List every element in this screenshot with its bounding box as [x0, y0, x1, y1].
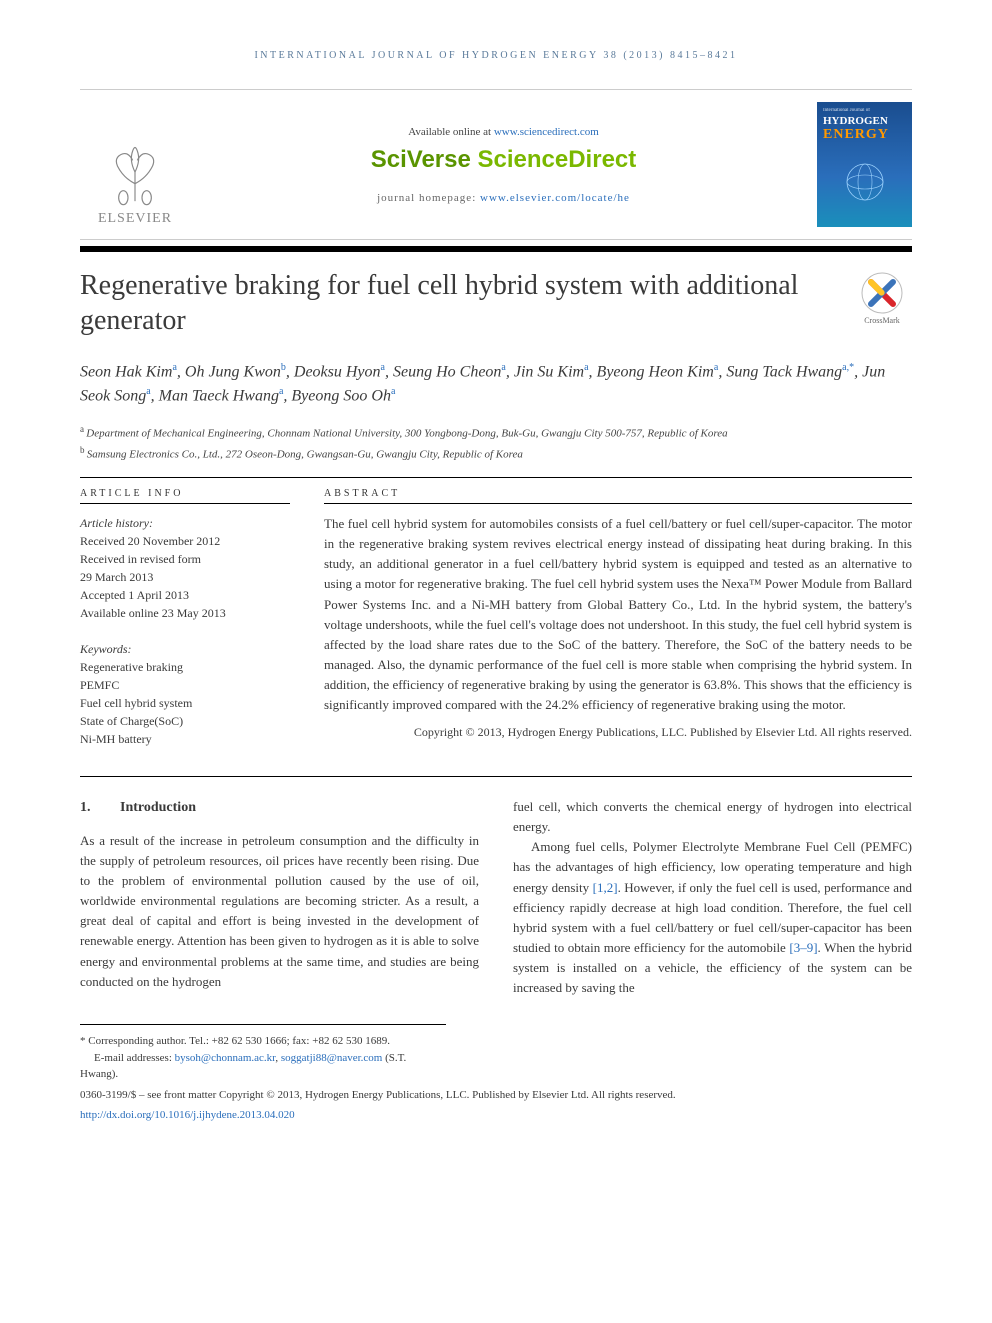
author-affil-sup: a,* — [842, 362, 854, 373]
cover-energy: ENERGY — [823, 127, 906, 143]
article-info-head: ARTICLE INFO — [80, 488, 290, 499]
sciencedirect-link[interactable]: www.sciencedirect.com — [494, 126, 599, 138]
intro-p2: Among fuel cells, Polymer Electrolyte Me… — [513, 837, 912, 998]
section-title: Introduction — [120, 800, 196, 815]
cover-hydrogen: HYDROGEN — [823, 115, 906, 127]
abstract-copyright: Copyright © 2013, Hydrogen Energy Public… — [324, 723, 912, 741]
email-line: E-mail addresses: bysoh@chonnam.ac.kr, s… — [80, 1050, 446, 1083]
ref-link-1-2[interactable]: [1,2] — [593, 880, 618, 895]
journal-cover: International Journal of HYDROGEN ENERGY — [817, 102, 912, 227]
article-title: Regenerative braking for fuel cell hybri… — [80, 268, 832, 338]
section-1-head: 1.Introduction — [80, 797, 479, 819]
email-link-1[interactable]: bysoh@chonnam.ac.kr — [175, 1052, 276, 1064]
abstract-text: The fuel cell hybrid system for automobi… — [324, 514, 912, 715]
info-rule — [80, 503, 290, 504]
author-affil-sup: a — [391, 386, 395, 397]
cover-smallprint: International Journal of — [823, 108, 906, 113]
crossmark-icon — [861, 272, 903, 314]
abstract-head: ABSTRACT — [324, 488, 912, 499]
section-number: 1. — [80, 797, 120, 819]
history-line: 29 March 2013 — [80, 568, 290, 586]
author-affil-sup: a — [584, 362, 588, 373]
intro-p1: As a result of the increase in petroleum… — [80, 831, 479, 992]
affiliation: a Department of Mechanical Engineering, … — [80, 423, 912, 442]
abstract-rule — [324, 503, 912, 504]
author-affil-sup: a — [501, 362, 505, 373]
affiliation: b Samsung Electronics Co., Ltd., 272 Ose… — [80, 444, 912, 463]
author-affil-sup: b — [281, 362, 286, 373]
body-col-right: fuel cell, which converts the chemical e… — [513, 797, 912, 998]
title-row: Regenerative braking for fuel cell hybri… — [80, 252, 912, 348]
article-info-col: ARTICLE INFO Article history: Received 2… — [80, 488, 290, 748]
history-line: Received in revised form — [80, 550, 290, 568]
available-prefix: Available online at — [408, 126, 494, 138]
keywords-block: Keywords: Regenerative brakingPEMFCFuel … — [80, 640, 290, 748]
masthead-center: Available online at www.sciencedirect.co… — [190, 102, 817, 227]
divider-rule — [80, 477, 912, 478]
ref-link-3-9[interactable]: [3–9] — [789, 940, 817, 955]
keyword: PEMFC — [80, 676, 290, 694]
intro-p1-cont: fuel cell, which converts the chemical e… — [513, 797, 912, 837]
homepage-prefix: journal homepage: — [377, 192, 480, 204]
body-columns: 1.Introduction As a result of the increa… — [80, 797, 912, 998]
crossmark-label: CrossMark — [864, 316, 900, 325]
sd-sciencedirect: ScienceDirect — [478, 146, 637, 173]
running-head: INTERNATIONAL JOURNAL OF HYDROGEN ENERGY… — [80, 50, 912, 61]
keywords-subhead: Keywords: — [80, 640, 290, 658]
article-history: Article history: Received 20 November 20… — [80, 514, 290, 622]
keyword: Fuel cell hybrid system — [80, 694, 290, 712]
keyword: State of Charge(SoC) — [80, 712, 290, 730]
cover-globe-icon — [823, 143, 906, 221]
elsevier-logo: ELSEVIER — [80, 102, 190, 227]
author-list: Seon Hak Kima, Oh Jung Kwonb, Deoksu Hyo… — [80, 360, 912, 409]
keyword: Ni-MH battery — [80, 730, 290, 748]
body-col-left: 1.Introduction As a result of the increa… — [80, 797, 479, 998]
crossmark-badge[interactable]: CrossMark — [852, 272, 912, 325]
author-affil-sup: a — [381, 362, 385, 373]
homepage-line: journal homepage: www.elsevier.com/locat… — [190, 192, 817, 204]
homepage-link[interactable]: www.elsevier.com/locate/he — [480, 192, 630, 204]
sciencedirect-logo: SciVerse ScienceDirect — [190, 146, 817, 174]
doi-link[interactable]: http://dx.doi.org/10.1016/j.ijhydene.201… — [80, 1109, 295, 1121]
author-affil-sup: a — [172, 362, 176, 373]
history-line: Accepted 1 April 2013 — [80, 586, 290, 604]
history-line: Available online 23 May 2013 — [80, 604, 290, 622]
abstract-col: ABSTRACT The fuel cell hybrid system for… — [324, 488, 912, 748]
author-affil-sup: a — [714, 362, 718, 373]
history-subhead: Article history: — [80, 514, 290, 532]
available-online-line: Available online at www.sciencedirect.co… — [190, 126, 817, 138]
keyword: Regenerative braking — [80, 658, 290, 676]
author-affil-sup: a — [146, 386, 150, 397]
footnotes: * Corresponding author. Tel.: +82 62 530… — [80, 1024, 446, 1083]
doi-line: http://dx.doi.org/10.1016/j.ijhydene.201… — [80, 1107, 912, 1124]
elsevier-wordmark: ELSEVIER — [98, 211, 172, 227]
corresponding-author: * Corresponding author. Tel.: +82 62 530… — [80, 1033, 446, 1050]
issn-line: 0360-3199/$ – see front matter Copyright… — [80, 1087, 912, 1104]
body-top-rule — [80, 776, 912, 777]
sd-sciverse: SciVerse — [371, 146, 478, 173]
author-affil-sup: a — [279, 386, 283, 397]
email-link-2[interactable]: soggatji88@naver.com — [281, 1052, 382, 1064]
info-abstract-row: ARTICLE INFO Article history: Received 2… — [80, 488, 912, 748]
email-label: E-mail addresses: — [94, 1052, 175, 1064]
masthead: ELSEVIER Available online at www.science… — [80, 89, 912, 240]
history-line: Received 20 November 2012 — [80, 532, 290, 550]
elsevier-tree-icon — [100, 137, 170, 207]
